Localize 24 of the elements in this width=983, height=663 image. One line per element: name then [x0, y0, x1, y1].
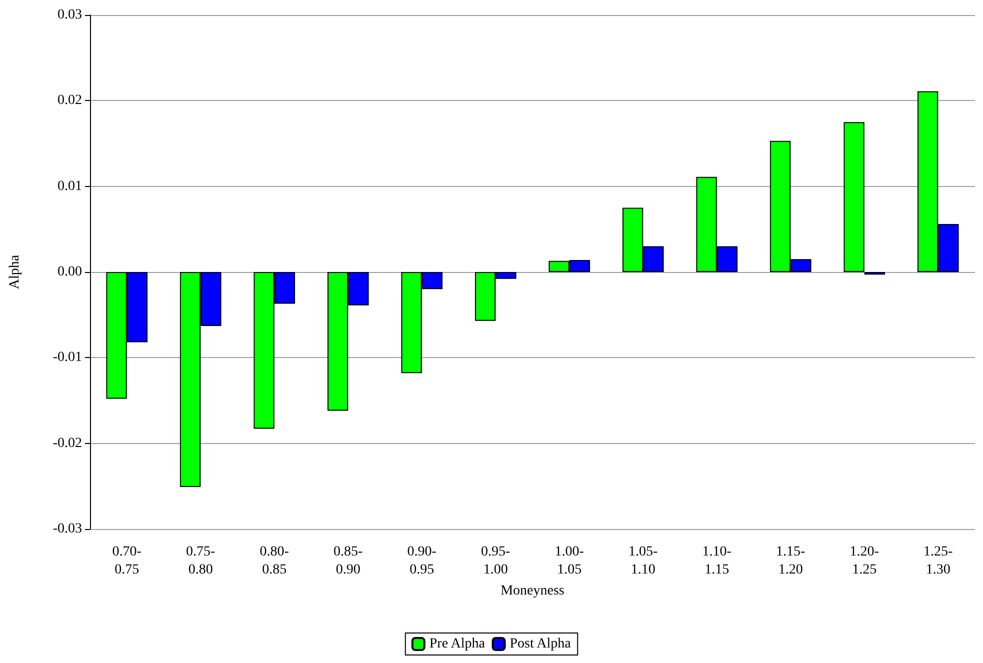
y-tick-label: 0.03: [58, 8, 82, 22]
x-tick-label: 0.85- 0.90: [334, 544, 364, 578]
x-tick-label: 1.20- 1.25: [850, 544, 880, 578]
y-tick-label: 0.01: [58, 178, 82, 194]
y-tick-label: 0.02: [58, 93, 82, 108]
legend-label: Post Alpha: [510, 636, 572, 652]
x-tick-label: 0.70- 0.75: [112, 544, 142, 578]
x-tick-label: 0.80- 0.85: [260, 544, 290, 578]
x-tick-label: 1.15- 1.20: [776, 544, 806, 578]
y-tick-label: -0.02: [52, 436, 82, 451]
y-axis-title: Alpha: [8, 254, 22, 290]
x-tick-label: 1.10- 1.15: [702, 544, 732, 578]
x-tick-label: 0.75- 0.80: [186, 544, 216, 578]
y-tick-label: -0.01: [52, 350, 82, 366]
bar: [844, 122, 864, 272]
legend-label: Pre Alpha: [429, 636, 486, 652]
x-tick-label: 1.25- 1.30: [924, 544, 954, 578]
x-tick-label: 1.00- 1.05: [554, 544, 584, 578]
x-tick-label: 1.05- 1.10: [628, 544, 658, 578]
y-tick-label: -0.03: [52, 522, 82, 536]
x-tick-label: 0.95- 1.00: [481, 544, 511, 578]
x-tick-label: 0.90- 0.95: [407, 544, 437, 578]
y-tick-label: 0.00: [58, 264, 82, 280]
x-axis-title: Moneyness: [500, 583, 564, 598]
